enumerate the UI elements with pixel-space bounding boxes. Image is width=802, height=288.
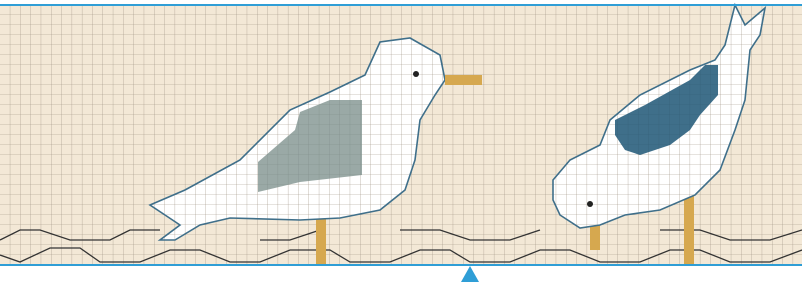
beak (445, 75, 482, 85)
pattern-chart (0, 0, 802, 288)
center-marker (461, 266, 479, 282)
leg (316, 218, 326, 265)
leg (684, 195, 694, 265)
eye (587, 201, 593, 207)
leg (590, 225, 600, 250)
body (0, 0, 802, 288)
page: {} html, body { margin: 0; padding: 0; b… (0, 0, 802, 288)
eye (413, 71, 419, 77)
